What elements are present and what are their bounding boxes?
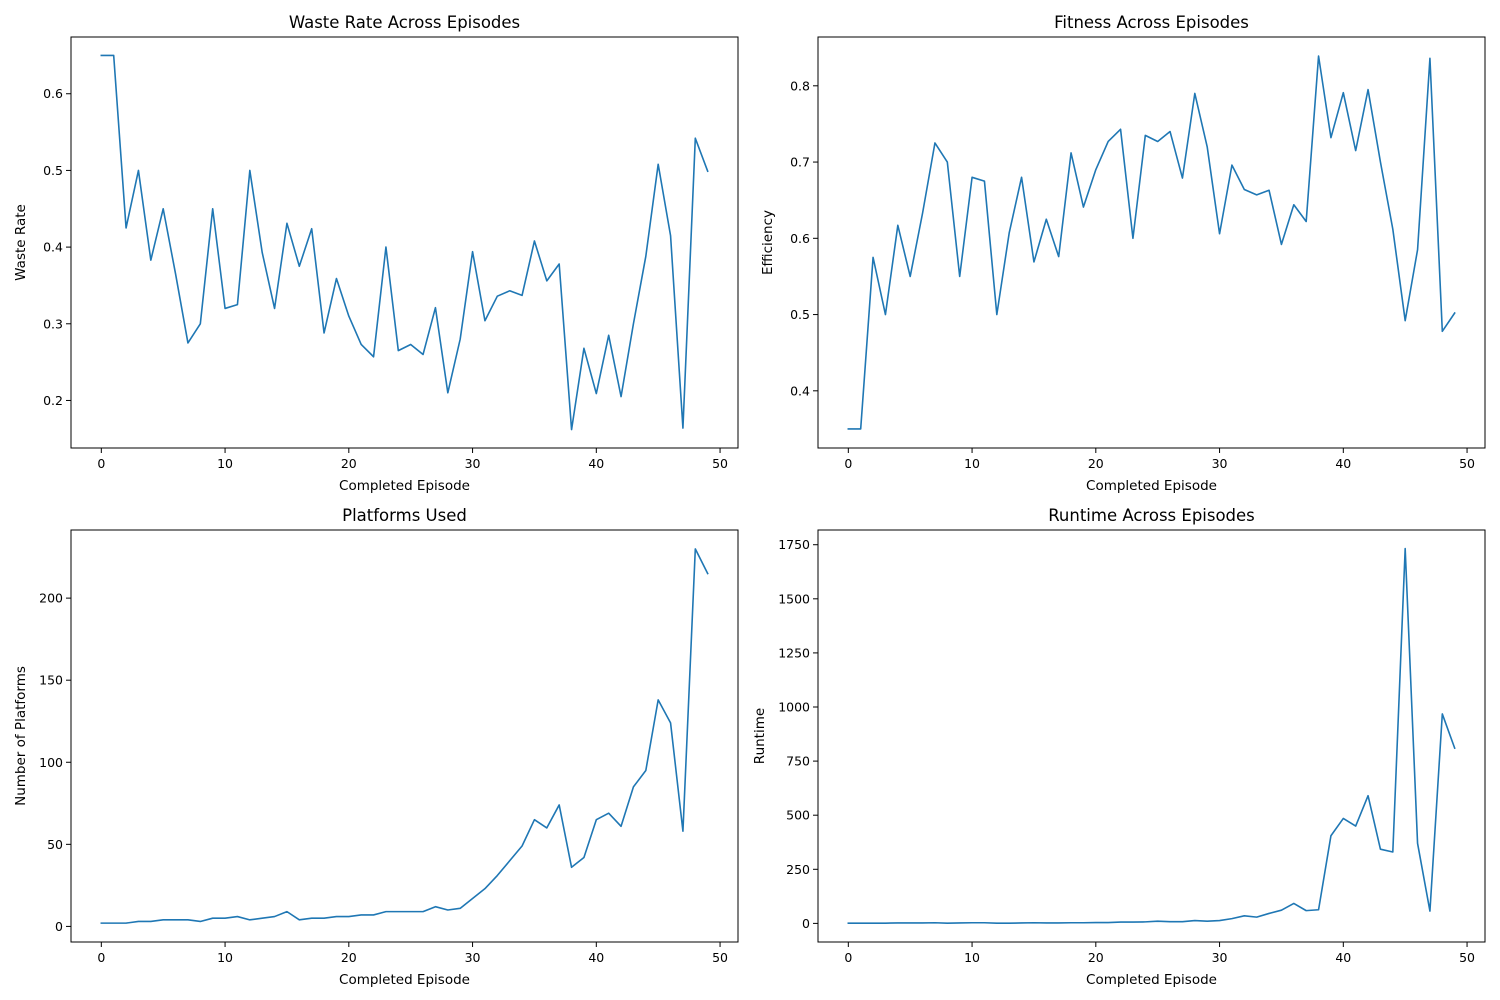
- y-tick-label: 150: [39, 673, 63, 688]
- axes-frame: [817, 36, 1486, 449]
- x-tick-label: 0: [844, 950, 852, 965]
- y-axis-label: Efficiency: [760, 210, 776, 275]
- y-tick-label: 0.5: [43, 163, 63, 178]
- y-tick-label: 0.2: [43, 393, 63, 408]
- series-line: [847, 55, 1456, 430]
- x-tick-label: 20: [341, 456, 357, 471]
- y-tick-label: 500: [786, 808, 810, 823]
- x-axis-label: Completed Episode: [1086, 478, 1217, 494]
- x-axis-label: Completed Episode: [339, 972, 470, 988]
- chart-title: Runtime Across Episodes: [1048, 506, 1255, 525]
- y-tick-label: 0.6: [790, 231, 810, 246]
- x-tick-label: 0: [97, 456, 105, 471]
- axes-frame: [817, 529, 1486, 943]
- y-tick-label: 0.6: [43, 86, 63, 101]
- y-axis-label: Runtime: [752, 708, 768, 764]
- x-tick-label: 10: [217, 456, 233, 471]
- x-axis-label: Completed Episode: [339, 478, 470, 494]
- y-tick-label: 0.4: [43, 240, 63, 255]
- x-tick-label: 0: [97, 950, 105, 965]
- y-tick-label: 0.7: [790, 155, 810, 170]
- runtime-chart: Runtime Across Episodes Completed Episod…: [752, 506, 1486, 988]
- y-tick-label: 1750: [778, 537, 810, 552]
- x-tick-label: 10: [964, 456, 980, 471]
- y-tick-label: 1500: [778, 591, 810, 606]
- x-tick-label: 0: [844, 456, 852, 471]
- ticks: 0 10 20 30 40 50 0.4 0.5 0.6 0.7 0.8: [790, 78, 1475, 471]
- axes-frame: [70, 36, 739, 449]
- y-tick-label: 200: [39, 591, 63, 606]
- x-tick-label: 30: [465, 950, 481, 965]
- y-tick-label: 750: [786, 754, 810, 769]
- x-tick-label: 40: [1335, 950, 1351, 965]
- x-tick-label: 20: [1088, 456, 1104, 471]
- y-tick-label: 100: [39, 755, 63, 770]
- x-tick-label: 20: [341, 950, 357, 965]
- x-tick-label: 30: [1212, 456, 1228, 471]
- y-axis-label: Waste Rate: [13, 204, 29, 281]
- x-tick-label: 40: [1335, 456, 1351, 471]
- x-tick-label: 10: [964, 950, 980, 965]
- y-tick-label: 1000: [778, 700, 810, 715]
- y-axis-label: Number of Platforms: [13, 666, 29, 806]
- axes-frame: [70, 529, 739, 943]
- series-line: [100, 548, 709, 924]
- chart-title: Platforms Used: [342, 506, 467, 525]
- y-tick-label: 0: [802, 916, 810, 931]
- y-tick-label: 0.8: [790, 78, 810, 93]
- x-tick-label: 50: [1459, 950, 1475, 965]
- y-tick-label: 1250: [778, 645, 810, 660]
- chart-title: Waste Rate Across Episodes: [289, 13, 520, 32]
- ticks: 0 10 20 30 40 50 0 50 100 150 200: [39, 591, 728, 965]
- x-tick-label: 50: [712, 456, 728, 471]
- x-tick-label: 50: [712, 950, 728, 965]
- x-tick-label: 10: [217, 950, 233, 965]
- x-tick-label: 40: [588, 456, 604, 471]
- series-line: [100, 54, 709, 431]
- ticks: 0 10 20 30 40 50 0.2 0.3 0.4 0.5 0.6: [43, 86, 728, 471]
- chart-title: Fitness Across Episodes: [1054, 13, 1249, 32]
- y-tick-label: 0: [55, 919, 63, 934]
- y-tick-label: 250: [786, 862, 810, 877]
- y-tick-label: 50: [47, 837, 63, 852]
- waste-rate-chart: Waste Rate Across Episodes Completed Epi…: [13, 13, 739, 494]
- y-tick-label: 0.3: [43, 316, 63, 331]
- x-axis-label: Completed Episode: [1086, 972, 1217, 988]
- x-tick-label: 20: [1088, 950, 1104, 965]
- y-tick-label: 0.5: [790, 307, 810, 322]
- series-line: [847, 547, 1456, 924]
- platforms-used-chart: Platforms Used Completed Episode Number …: [13, 506, 739, 988]
- x-tick-label: 40: [588, 950, 604, 965]
- x-tick-label: 30: [465, 456, 481, 471]
- y-tick-label: 0.4: [790, 383, 810, 398]
- x-tick-label: 50: [1459, 456, 1475, 471]
- x-tick-label: 30: [1212, 950, 1228, 965]
- fitness-chart: Fitness Across Episodes Completed Episod…: [760, 13, 1486, 494]
